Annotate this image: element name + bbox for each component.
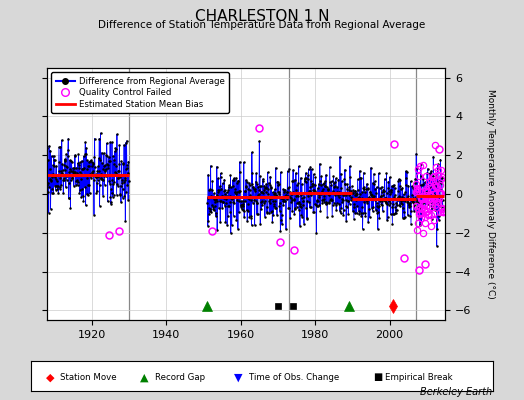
- Text: CHARLESTON 1 N: CHARLESTON 1 N: [195, 9, 329, 24]
- Text: Empirical Break: Empirical Break: [385, 373, 453, 382]
- Text: Record Gap: Record Gap: [155, 373, 205, 382]
- Text: Time of Obs. Change: Time of Obs. Change: [249, 373, 339, 382]
- Legend: Difference from Regional Average, Quality Control Failed, Estimated Station Mean: Difference from Regional Average, Qualit…: [51, 72, 229, 113]
- Y-axis label: Monthly Temperature Anomaly Difference (°C): Monthly Temperature Anomaly Difference (…: [486, 89, 495, 299]
- Text: Berkeley Earth: Berkeley Earth: [420, 387, 493, 397]
- Text: ◆: ◆: [46, 372, 54, 382]
- Text: ■: ■: [373, 372, 382, 382]
- Text: ▼: ▼: [234, 372, 243, 382]
- Text: Difference of Station Temperature Data from Regional Average: Difference of Station Temperature Data f…: [99, 20, 425, 30]
- Text: ▲: ▲: [140, 372, 148, 382]
- Text: Station Move: Station Move: [60, 373, 117, 382]
